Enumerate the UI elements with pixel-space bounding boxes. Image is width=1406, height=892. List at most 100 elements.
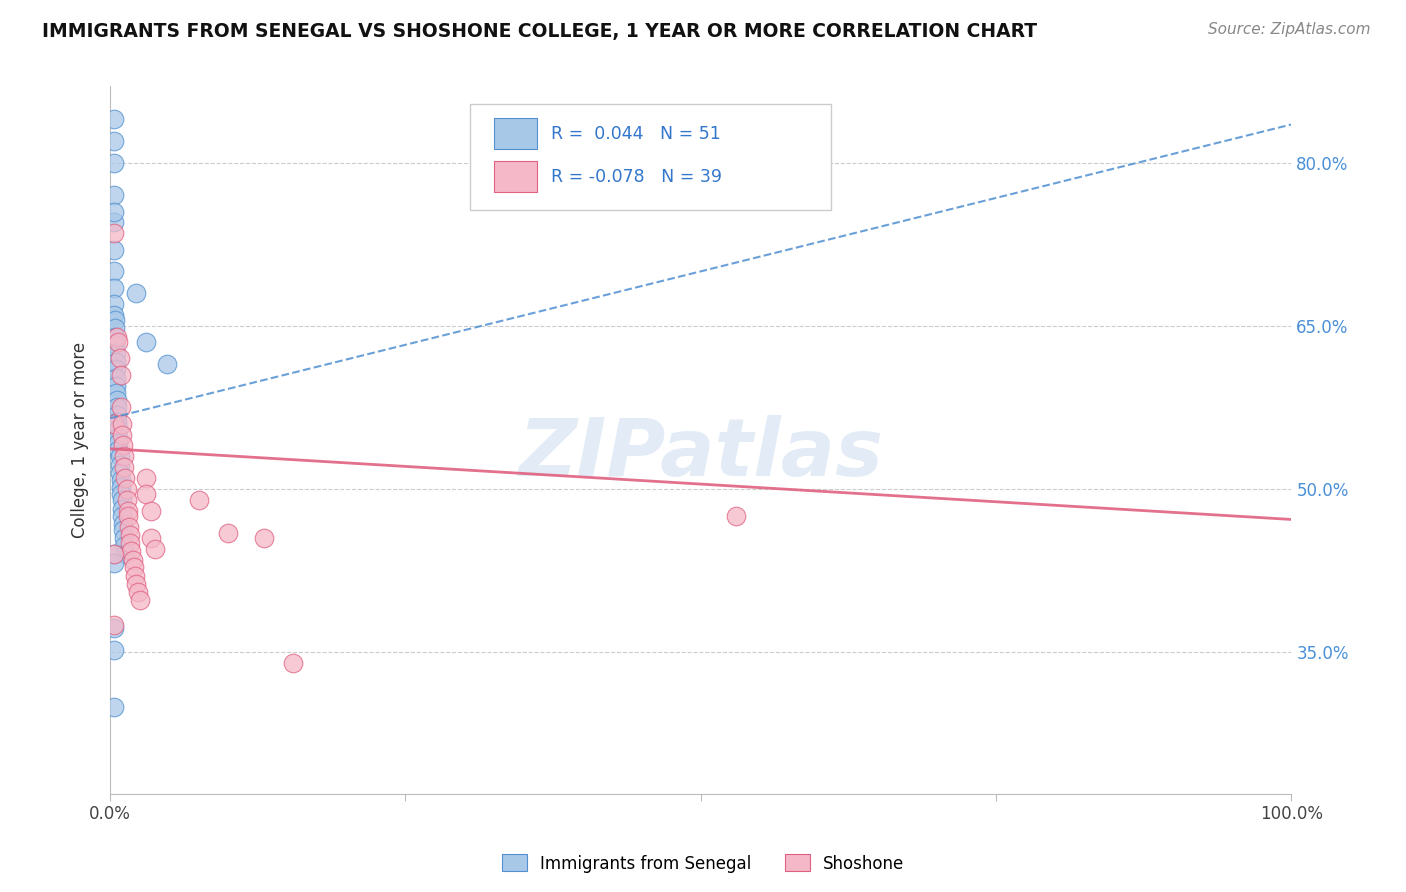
Point bbox=[103, 227, 125, 241]
Text: R =  0.044   N = 51: R = 0.044 N = 51 bbox=[551, 125, 720, 143]
Point bbox=[103, 297, 125, 311]
Point bbox=[105, 392, 128, 407]
Point bbox=[187, 492, 209, 507]
Point bbox=[104, 362, 127, 376]
Point bbox=[104, 378, 127, 392]
Point bbox=[104, 354, 127, 368]
Point bbox=[104, 329, 127, 343]
Point bbox=[156, 357, 179, 371]
Point bbox=[134, 487, 156, 501]
FancyBboxPatch shape bbox=[471, 104, 831, 211]
Text: Source: ZipAtlas.com: Source: ZipAtlas.com bbox=[1208, 22, 1371, 37]
Point bbox=[104, 321, 127, 335]
Point bbox=[115, 482, 138, 496]
Point bbox=[121, 552, 143, 566]
Point bbox=[103, 643, 125, 657]
Point bbox=[114, 471, 136, 485]
Point bbox=[103, 204, 125, 219]
Point bbox=[103, 134, 125, 148]
Point bbox=[107, 442, 129, 457]
Point bbox=[117, 509, 139, 524]
Point bbox=[103, 243, 125, 257]
Point bbox=[110, 401, 132, 415]
Point bbox=[120, 536, 142, 550]
Point bbox=[105, 415, 128, 429]
Point bbox=[112, 539, 135, 553]
Point bbox=[122, 560, 145, 574]
Point bbox=[141, 504, 163, 518]
Point bbox=[112, 531, 135, 545]
Point bbox=[107, 422, 129, 436]
Point bbox=[103, 547, 125, 561]
Point bbox=[128, 593, 150, 607]
Point bbox=[253, 531, 276, 545]
Text: IMMIGRANTS FROM SENEGAL VS SHOSHONE COLLEGE, 1 YEAR OR MORE CORRELATION CHART: IMMIGRANTS FROM SENEGAL VS SHOSHONE COLL… bbox=[42, 22, 1038, 41]
Point bbox=[124, 569, 146, 583]
Point bbox=[104, 371, 127, 385]
Point bbox=[120, 544, 142, 558]
Point bbox=[110, 487, 132, 501]
Point bbox=[108, 351, 131, 366]
Point bbox=[103, 112, 125, 126]
Point bbox=[143, 541, 166, 556]
Point bbox=[725, 509, 748, 524]
Point bbox=[112, 516, 135, 531]
Point bbox=[125, 576, 148, 591]
Point bbox=[103, 621, 125, 635]
Point bbox=[112, 524, 135, 538]
Point bbox=[107, 334, 129, 349]
Point bbox=[105, 408, 128, 422]
Point bbox=[104, 346, 127, 360]
Point bbox=[104, 337, 127, 351]
Point bbox=[103, 308, 125, 322]
Point bbox=[103, 417, 125, 431]
Point bbox=[103, 215, 125, 229]
Point bbox=[110, 368, 132, 382]
Point bbox=[107, 430, 129, 444]
Point bbox=[118, 520, 141, 534]
Point bbox=[120, 527, 142, 541]
FancyBboxPatch shape bbox=[494, 161, 537, 193]
Point bbox=[108, 466, 131, 480]
Point bbox=[104, 386, 127, 401]
Point bbox=[127, 585, 149, 599]
Point bbox=[141, 531, 163, 545]
Point bbox=[111, 492, 134, 507]
Point bbox=[112, 450, 135, 464]
Point bbox=[103, 264, 125, 278]
Point bbox=[111, 427, 134, 442]
Legend: Immigrants from Senegal, Shoshone: Immigrants from Senegal, Shoshone bbox=[495, 847, 911, 880]
Text: ZIPatlas: ZIPatlas bbox=[519, 415, 883, 493]
Point bbox=[283, 656, 305, 670]
FancyBboxPatch shape bbox=[494, 118, 537, 149]
Point bbox=[111, 509, 134, 524]
Point bbox=[105, 401, 128, 415]
Point bbox=[110, 480, 132, 494]
Point bbox=[104, 313, 127, 327]
Point bbox=[111, 501, 134, 516]
Point bbox=[112, 460, 135, 475]
Y-axis label: College, 1 year or more: College, 1 year or more bbox=[72, 342, 89, 538]
Point bbox=[103, 547, 125, 561]
Point bbox=[117, 504, 139, 518]
Point bbox=[134, 334, 156, 349]
Point bbox=[125, 286, 148, 301]
Point bbox=[217, 525, 239, 540]
Point bbox=[103, 699, 125, 714]
Text: R = -0.078   N = 39: R = -0.078 N = 39 bbox=[551, 168, 721, 186]
Point bbox=[115, 492, 138, 507]
Point bbox=[134, 471, 156, 485]
Point bbox=[108, 450, 131, 464]
Point bbox=[103, 556, 125, 570]
Point bbox=[107, 436, 129, 450]
Point bbox=[111, 417, 134, 431]
Point bbox=[114, 547, 136, 561]
Point bbox=[105, 329, 128, 343]
Point bbox=[110, 473, 132, 487]
Point bbox=[103, 155, 125, 169]
Point bbox=[108, 458, 131, 472]
Point bbox=[112, 438, 135, 452]
Point bbox=[103, 618, 125, 632]
Point bbox=[103, 281, 125, 295]
Point bbox=[103, 188, 125, 202]
